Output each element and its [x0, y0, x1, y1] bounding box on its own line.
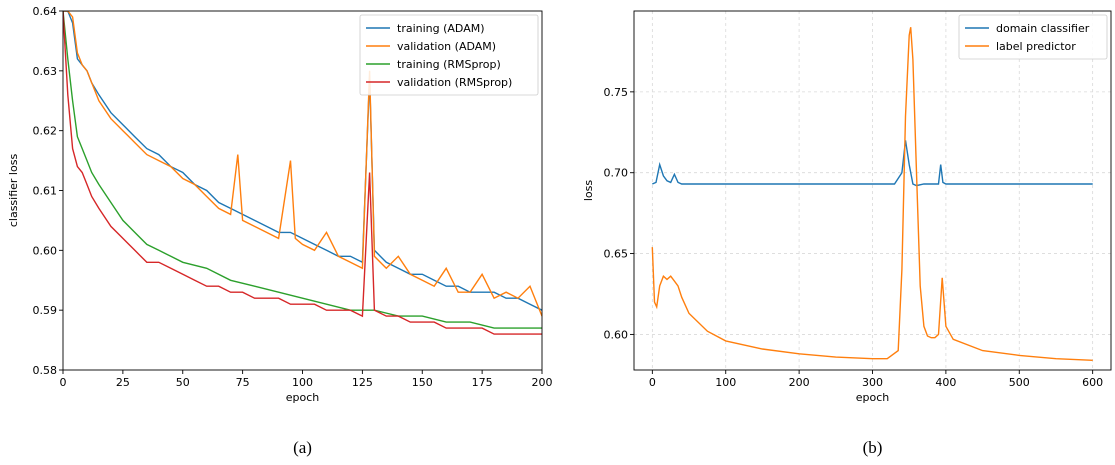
- subfigure-caption: (b): [863, 438, 883, 457]
- axes-frame: [633, 10, 1112, 371]
- y-tick-label: 0.60: [604, 328, 629, 341]
- series-line-0: [63, 11, 542, 311]
- subfigure-caption: (a): [293, 438, 312, 457]
- y-tick-label: 0.64: [33, 5, 58, 18]
- x-tick-label: 0: [649, 376, 656, 389]
- y-axis-label: loss: [582, 180, 595, 202]
- series-line-3: [63, 11, 542, 335]
- x-tick-label: 100: [292, 376, 313, 389]
- x-axis-label: epoch: [286, 391, 320, 404]
- x-tick-label: 125: [352, 376, 373, 389]
- legend-label: validation (ADAM): [397, 40, 496, 53]
- legend-label: training (RMSprop): [397, 58, 501, 71]
- x-tick-label: 100: [715, 376, 736, 389]
- legend-label: label predictor: [996, 40, 1076, 53]
- x-tick-label: 0: [60, 376, 67, 389]
- x-tick-label: 600: [1082, 376, 1103, 389]
- x-tick-label: 150: [412, 376, 433, 389]
- y-tick-label: 0.63: [33, 65, 58, 78]
- series-line-1: [63, 11, 542, 317]
- x-tick-label: 200: [789, 376, 810, 389]
- x-tick-label: 75: [236, 376, 250, 389]
- legend-label: validation (RMSprop): [397, 76, 512, 89]
- chart-a: 0 25 50 75 100 125 150 175 200 0.58 0.59 0.60 0.61 0.…: [7, 5, 553, 457]
- x-tick-label: 50: [176, 376, 190, 389]
- legend-label: training (ADAM): [397, 22, 485, 35]
- legend-box: [958, 14, 1108, 60]
- legend-box: [359, 14, 539, 96]
- y-tick-label: 0.59: [33, 304, 58, 317]
- x-tick-label: 500: [1009, 376, 1030, 389]
- chart-b: 0 100 200 300 400 500 600 0.60 0.65 0.70 0.75 epoch…: [582, 10, 1112, 457]
- y-tick-label: 0.75: [604, 86, 629, 99]
- x-axis-label: epoch: [856, 391, 890, 404]
- x-tick-label: 200: [532, 376, 553, 389]
- x-tick-label: 300: [862, 376, 883, 389]
- y-tick-label: 0.58: [33, 364, 58, 377]
- x-tick-label: 175: [472, 376, 493, 389]
- y-tick-label: 0.65: [604, 248, 629, 261]
- x-tick-label: 400: [935, 376, 956, 389]
- legend-label: domain classifier: [996, 22, 1090, 35]
- series-line-0: [652, 140, 1093, 187]
- series-line-1: [651, 27, 1093, 361]
- y-tick-label: 0.60: [33, 244, 58, 257]
- y-tick-label: 0.70: [604, 167, 629, 180]
- y-tick-label: 0.61: [33, 185, 58, 198]
- y-tick-label: 0.62: [33, 125, 58, 138]
- x-tick-label: 25: [116, 376, 130, 389]
- y-axis-label: classifier loss: [7, 154, 20, 228]
- series-line-2: [63, 11, 542, 329]
